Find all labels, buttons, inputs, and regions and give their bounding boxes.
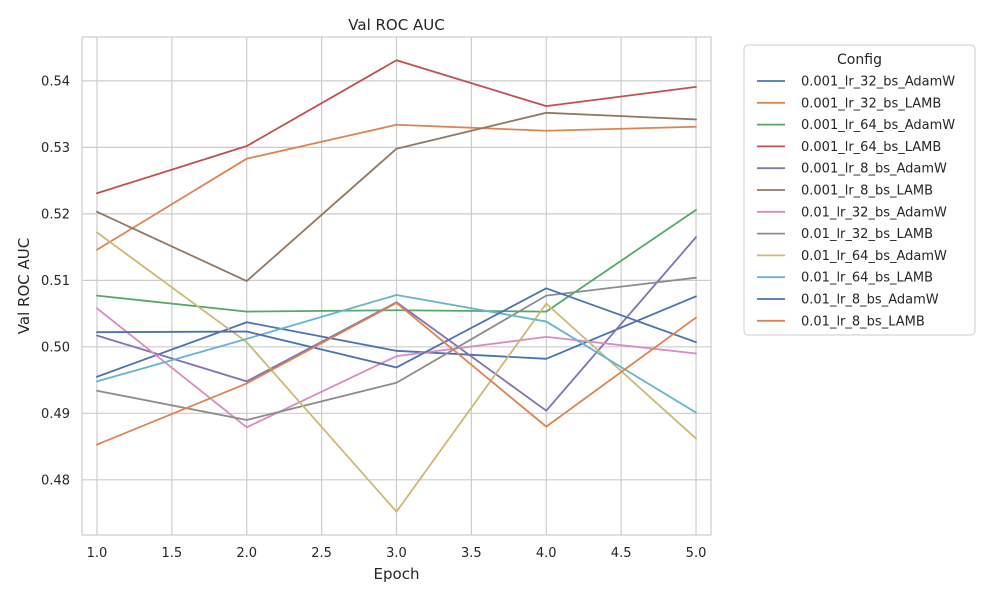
legend-entry-label: 0.001_lr_64_bs_LAMB: [801, 140, 941, 155]
series-line: [96, 302, 697, 446]
legend-frame: [743, 44, 976, 336]
y-tick-label: 0.54: [41, 74, 70, 89]
x-tick-label: 2.0: [236, 546, 257, 561]
legend-entry-label: 0.01_lr_64_bs_LAMB: [801, 271, 933, 286]
series-line: [96, 287, 697, 369]
series-lines: [96, 59, 697, 513]
legend-entry-label: 0.01_lr_8_bs_AdamW: [801, 293, 939, 308]
legend-entry-label: 0.01_lr_8_bs_LAMB: [801, 314, 925, 329]
legend-entry-label: 0.001_lr_32_bs_LAMB: [801, 96, 941, 111]
y-tick-label: 0.50: [41, 340, 70, 355]
grid: [82, 37, 711, 535]
legend: Config 0.001_lr_32_bs_AdamW0.001_lr_32_b…: [743, 44, 976, 336]
x-tick-label: 4.0: [536, 546, 557, 561]
x-tick-label: 2.5: [311, 546, 332, 561]
series-line: [96, 59, 697, 195]
legend-entry-label: 0.01_lr_32_bs_AdamW: [801, 205, 947, 220]
series-line: [96, 276, 697, 421]
y-tick-label: 0.48: [41, 473, 70, 488]
series-line: [96, 231, 697, 513]
x-tick-label: 1.0: [87, 546, 108, 561]
x-tick-label: 1.5: [162, 546, 183, 561]
legend-entry-label: 0.01_lr_64_bs_AdamW: [801, 249, 947, 264]
y-axis-ticks: 0.48 0.49 0.50 0.51 0.52 0.53 0.54: [41, 74, 70, 488]
y-tick-label: 0.51: [41, 274, 70, 289]
x-axis-ticks: 1.0 1.5 2.0 2.5 3.0 3.5 4.0 4.5 5.0: [87, 546, 707, 561]
x-tick-label: 4.5: [611, 546, 632, 561]
series-line: [96, 123, 697, 251]
legend-entry-label: 0.001_lr_8_bs_AdamW: [801, 162, 947, 177]
y-tick-label: 0.53: [41, 141, 70, 156]
x-tick-label: 3.0: [386, 546, 407, 561]
series-line: [96, 307, 697, 429]
series-line: [96, 294, 697, 414]
y-tick-label: 0.52: [41, 207, 70, 222]
legend-entry-label: 0.01_lr_32_bs_LAMB: [801, 227, 933, 242]
legend-entry-label: 0.001_lr_64_bs_AdamW: [801, 118, 955, 133]
x-tick-label: 3.5: [461, 546, 482, 561]
x-axis-label: Epoch: [374, 565, 420, 583]
chart-title: Val ROC AUC: [348, 16, 444, 34]
x-tick-label: 5.0: [686, 546, 707, 561]
plot-area: [81, 36, 712, 536]
legend-entry-label: 0.001_lr_8_bs_LAMB: [801, 184, 933, 199]
legend-items: 0.001_lr_32_bs_AdamW 0.001_lr_32_bs_LAMB 0…: [757, 75, 955, 329]
series-line: [96, 295, 697, 378]
legend-title: Config: [837, 52, 882, 68]
series-line: [96, 111, 697, 282]
y-tick-label: 0.49: [41, 407, 70, 422]
legend-entry-label: 0.001_lr_32_bs_AdamW: [801, 75, 955, 90]
y-axis-label: Val ROC AUC: [15, 238, 33, 334]
